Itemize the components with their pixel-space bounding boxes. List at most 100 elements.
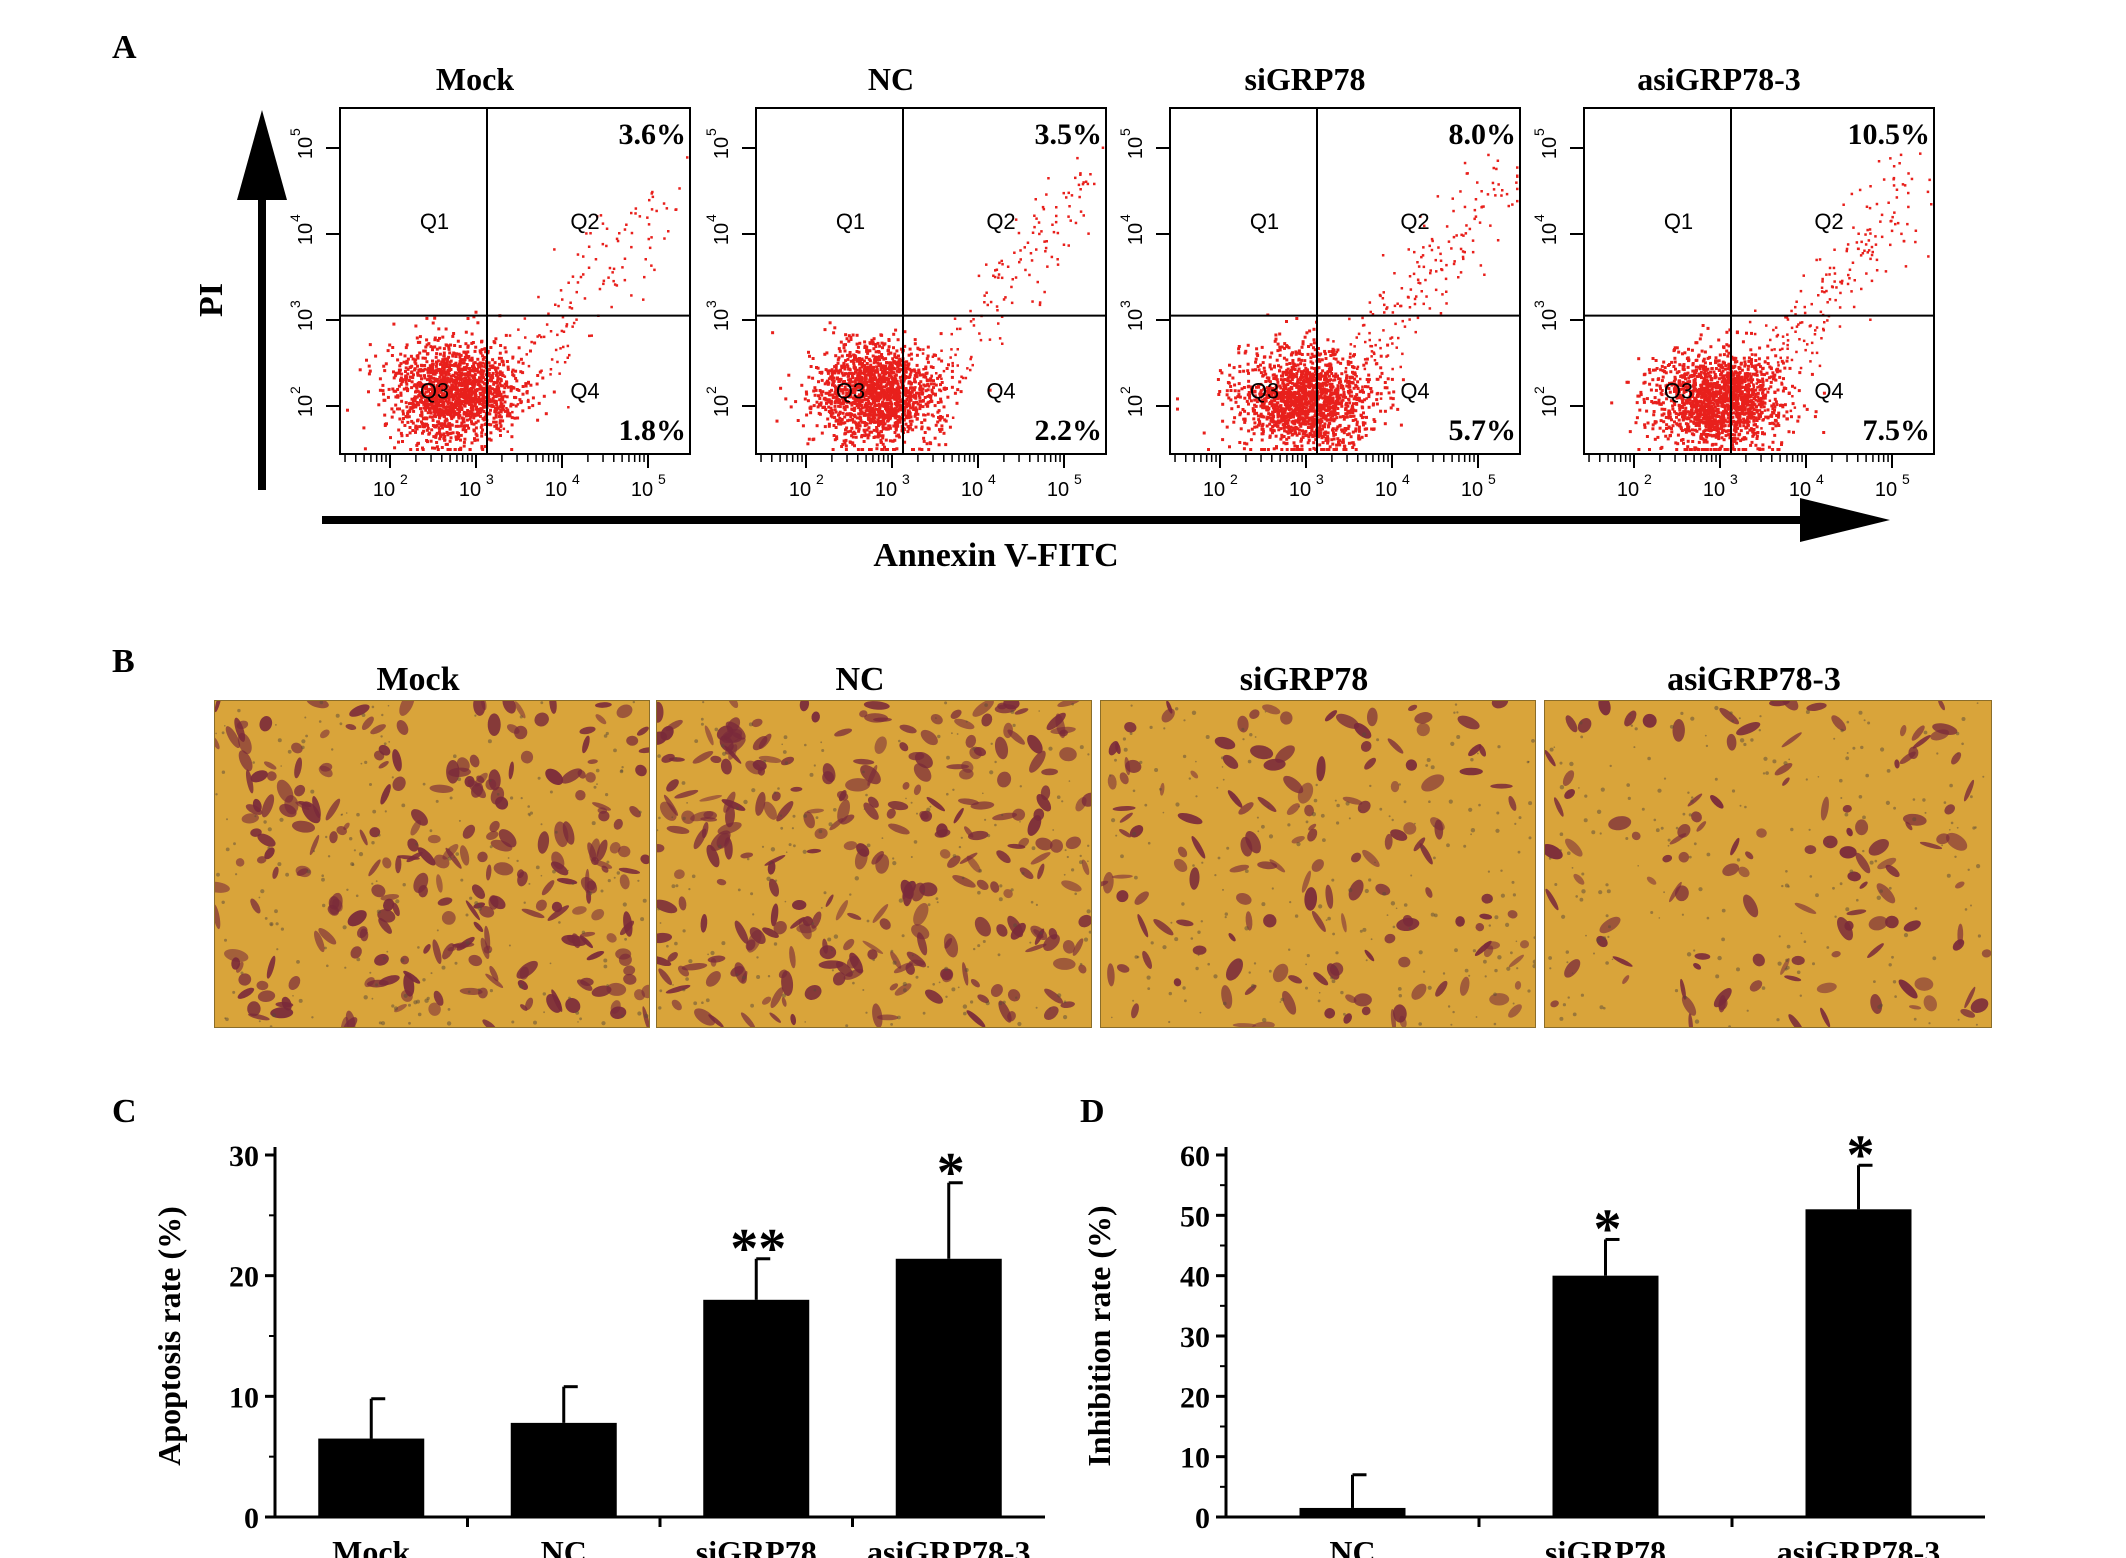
scatter-dot [841, 380, 845, 384]
scatter-dot [435, 385, 439, 389]
scatter-dot [875, 399, 879, 403]
scatter-dot [917, 394, 921, 398]
scatter-dot [1271, 431, 1274, 435]
scatter-dot [489, 423, 492, 426]
scatter-dot [1317, 347, 1320, 350]
scatter-dot [1300, 399, 1303, 403]
scatter-dot [446, 400, 450, 404]
scatter-dot [1335, 443, 1339, 447]
scatter-dot [850, 426, 854, 430]
scatter-dot [411, 421, 415, 425]
scatter-dot [1056, 258, 1059, 261]
scatter-dot [926, 388, 930, 392]
scatter-dot [1041, 205, 1045, 209]
scatter-dot [1314, 438, 1318, 442]
scatter-dot [1277, 428, 1281, 432]
scatter-dot [458, 382, 462, 386]
scatter-dot [848, 440, 852, 444]
scatter-dot [956, 327, 959, 331]
scatter-dot [919, 384, 922, 388]
scatter-dot [454, 391, 458, 395]
scatter-dot [833, 365, 837, 369]
scatter-dot [863, 405, 867, 409]
scatter-dot [1328, 378, 1331, 382]
scatter-dot [427, 378, 431, 381]
scatter-dot [867, 433, 871, 437]
scatter-dot [459, 388, 463, 392]
scatter-dot [422, 429, 426, 433]
scatter-dot [524, 382, 528, 386]
scatter-dot [1349, 360, 1353, 364]
scatter-dot [1365, 427, 1369, 431]
scatter-dot [861, 386, 865, 390]
scatter-dot [913, 377, 917, 381]
scatter-dot [397, 440, 400, 444]
scatter-dot [425, 316, 429, 320]
scatter-dot [896, 418, 900, 422]
scatter-dot [1263, 406, 1267, 410]
scatter-dot [432, 389, 436, 393]
scatter-dot [885, 394, 889, 397]
scatter-dot [1337, 377, 1341, 381]
scatter-dot [473, 398, 476, 402]
scatter-dot [480, 364, 484, 368]
x-tick-exponent: 5 [658, 471, 666, 487]
scatter-dot [881, 346, 884, 350]
scatter-dot [854, 382, 858, 386]
scatter-dot [881, 436, 885, 440]
scatter-dot [483, 423, 487, 426]
scatter-dot [871, 366, 875, 369]
scatter-dot [489, 346, 493, 349]
scatter-dot [441, 380, 445, 384]
scatter-dot [1358, 429, 1361, 433]
scatter-dot [919, 380, 923, 384]
scatter-dot [448, 448, 452, 451]
scatter-dot [450, 395, 453, 399]
scatter-dot [926, 394, 930, 398]
scatter-dot [481, 390, 485, 393]
scatter-dot [455, 399, 458, 403]
scatter-dot [1348, 385, 1352, 389]
scatter-dot [826, 379, 829, 383]
scatter-dot [872, 428, 876, 432]
scatter-dot [1318, 403, 1322, 407]
scatter-dot [1284, 387, 1288, 390]
scatter-dot [377, 403, 381, 407]
scatter-dot [488, 404, 492, 408]
scatter-dot [404, 375, 408, 378]
scatter-dot [461, 399, 465, 403]
scatter-dot [931, 366, 935, 369]
scatter-dot [644, 258, 647, 261]
scatter-dot [498, 373, 502, 376]
annexin-axis-label: Annexin V-FITC [873, 537, 1118, 574]
scatter-dot [833, 415, 837, 419]
scatter-dot [851, 418, 855, 421]
scatter-dot [416, 442, 420, 446]
scatter-dot [440, 385, 443, 389]
scatter-dot [1354, 427, 1358, 431]
scatter-dot [487, 361, 491, 365]
scatter-dot [945, 387, 948, 390]
scatter-dot [456, 433, 460, 437]
scatter-dot [1018, 260, 1021, 264]
scatter-dot [457, 448, 461, 451]
scatter-dot [433, 412, 437, 416]
scatter-dot [1304, 394, 1307, 398]
scatter-dot [1302, 381, 1306, 385]
scatter-dot [805, 413, 809, 417]
scatter-dot [893, 438, 897, 442]
scatter-dot [908, 347, 912, 351]
scatter-dot [858, 341, 862, 345]
scatter-dot [459, 376, 463, 380]
scatter-dot [434, 360, 438, 364]
scatter-dot [852, 361, 856, 365]
scatter-dot [449, 391, 453, 395]
scatter-dot [894, 421, 898, 425]
scatter-dot [887, 387, 891, 391]
scatter-dot [405, 405, 409, 409]
scatter-dot [1273, 398, 1276, 402]
scatter-dot [1305, 403, 1309, 407]
scatter-dot [833, 395, 837, 399]
scatter-dot [426, 394, 429, 398]
scatter-dot [867, 357, 871, 361]
